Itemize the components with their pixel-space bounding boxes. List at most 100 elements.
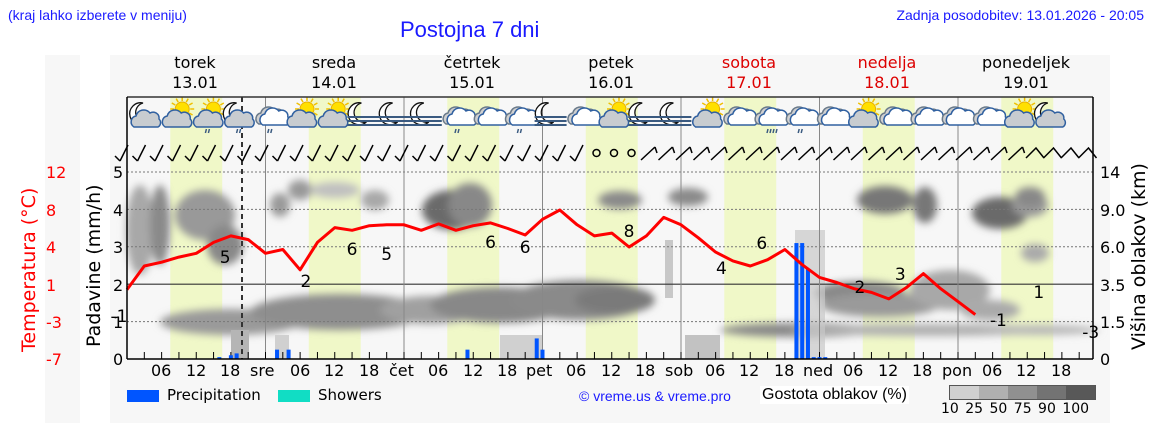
moon-fog-icon (534, 102, 567, 126)
x-tick-label: pon (942, 361, 973, 380)
temperature-annotation: 3 (895, 265, 906, 285)
wind-barb-icon (937, 146, 956, 161)
wind-barb-icon (481, 144, 497, 162)
x-tick-label: 06 (566, 361, 587, 380)
wind-barb-icon (219, 144, 234, 162)
moon-cloud-rain-icon (222, 102, 255, 134)
cloud-rain-icon (785, 106, 821, 134)
wind-barb-icon (692, 146, 711, 161)
precipitation-swatch (127, 390, 159, 402)
temp-tick: -7 (46, 350, 62, 369)
rain-shade (231, 330, 249, 359)
weather-icons (129, 97, 1067, 134)
wind-barb-icon (1060, 146, 1080, 159)
rain-shade (665, 240, 673, 298)
x-tick-label: čet (389, 361, 414, 380)
cloud-icon (723, 106, 759, 126)
copyright-link[interactable]: © vreme.us & vreme.pro (579, 388, 731, 404)
wind-barb-icon (236, 144, 252, 162)
rain-shade (685, 335, 720, 359)
high-cloud-layer (126, 180, 1049, 275)
cloud-rain-icon (255, 106, 291, 134)
day-name: četrtek (443, 53, 501, 72)
x-tick-label: 12 (1016, 361, 1037, 380)
x-tick-label: sob (665, 361, 694, 380)
wind-barb-icon (114, 144, 129, 162)
moon-fog-icon (378, 102, 411, 126)
temperature-annotation: 6 (347, 240, 358, 260)
wind-barb-icon (516, 144, 532, 162)
temp-tick: 12 (46, 163, 67, 182)
wind-barb-icon (592, 148, 601, 158)
x-tick-label: 12 (739, 361, 760, 380)
wind-barb-icon (762, 146, 781, 161)
wind-barb-icon (411, 144, 427, 162)
day-name: torek (174, 53, 216, 72)
day-name: sobota (721, 53, 777, 72)
wind-barb-icon (832, 146, 851, 161)
temp-tick: 1 (46, 276, 57, 295)
day-name: ponedeljek (982, 53, 1070, 72)
x-tick-label: 12 (463, 361, 484, 380)
temperature-annotation: 5 (381, 245, 392, 265)
precip-tick: 5 (113, 163, 124, 182)
moon-fog-icon (347, 102, 380, 126)
moon-cloud-icon (129, 102, 162, 128)
x-tick-label: 06 (151, 361, 172, 380)
temperature-annotation: 4 (716, 259, 727, 279)
moon-fog-icon (628, 102, 661, 126)
wind-barb-icon (341, 144, 357, 162)
wind-barb-icon (166, 144, 182, 162)
x-tick-label: 12 (878, 361, 899, 380)
wind-barbs (114, 144, 1098, 162)
x-tick-label: 18 (1051, 361, 1072, 380)
day-name: nedelja (857, 53, 917, 72)
wind-barb-icon (710, 146, 728, 161)
wind-barb-icon (640, 146, 658, 161)
cloud-height-tick: 9.0 (1100, 201, 1126, 220)
x-tick-label: ned (803, 361, 834, 380)
wind-barb-icon (131, 144, 147, 162)
x-tick-label: 06 (290, 361, 311, 380)
cloud-height-tick: 1.5 (1100, 313, 1126, 332)
showers-legend-label: Showers (318, 386, 382, 404)
x-tick-label: pet (526, 361, 553, 380)
moon-fog-icon (659, 102, 692, 126)
wind-barb-icon (850, 146, 868, 161)
x-tick-label: 12 (324, 361, 345, 380)
moon-fog-icon (409, 102, 442, 126)
wind-barb-icon (184, 144, 199, 162)
rain-shade (795, 230, 825, 359)
temperature-annotation: 6 (520, 238, 531, 258)
wind-barb-icon (675, 146, 693, 161)
x-tick-label: 06 (705, 361, 726, 380)
x-tick-label: 06 (982, 361, 1003, 380)
wind-barb-icon (569, 144, 584, 162)
temperature-annotation: 6 (485, 233, 496, 253)
temperature-annotation: 6 (756, 234, 767, 254)
cloud-height-tick: 0 (1100, 350, 1111, 369)
wind-barb-icon (149, 144, 164, 162)
temperature-annotation: 2 (854, 278, 865, 298)
temp-tick: 4 (46, 238, 57, 257)
precipitation-bars (217, 243, 828, 359)
x-tick-label: 12 (186, 361, 207, 380)
wind-barb-icon (394, 144, 409, 162)
cloud-icon (473, 106, 509, 126)
day-name: sreda (311, 53, 357, 72)
density-swatch (979, 386, 1008, 399)
cloud-icon (879, 106, 915, 126)
day-name: petek (588, 53, 634, 72)
temp-tick: 8 (46, 201, 57, 220)
cloud-density-scale (949, 385, 1096, 400)
showers-swatch (278, 390, 310, 402)
temp-axis-panel (45, 55, 80, 423)
wind-barb-icon (306, 144, 322, 162)
density-swatch (1008, 386, 1037, 399)
day-date: 17.01 (726, 73, 772, 92)
temperature-annotation: 1 (1033, 283, 1044, 303)
wind-barb-icon (201, 144, 217, 162)
temperature-annotation: 2 (300, 272, 311, 292)
sun-cloud-icon (692, 97, 725, 128)
